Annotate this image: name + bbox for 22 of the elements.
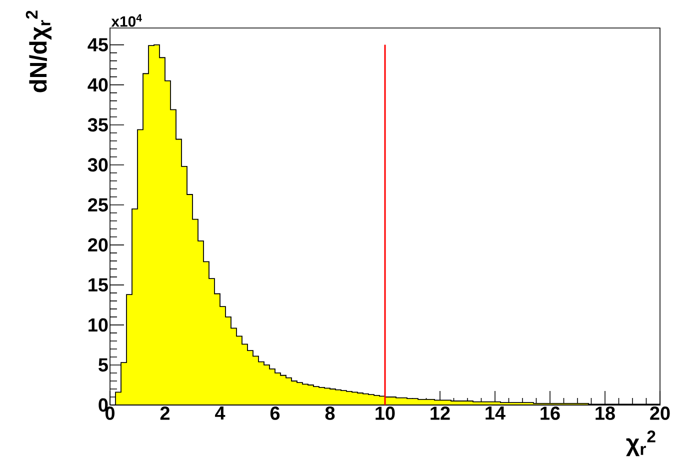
- x-tick-label: 14: [486, 406, 506, 420]
- x-tick-label: 20: [650, 406, 670, 420]
- y-tick-label: 30: [88, 158, 108, 172]
- x-tick-label: 10: [376, 406, 395, 420]
- y-tick-label: 45: [88, 38, 108, 52]
- text: x10$^{4}$: [111, 14, 142, 27]
- x-axis-title: χ$_{r}$2: [626, 430, 656, 456]
- y-tick-label: 35: [88, 118, 108, 132]
- y-tick-label: 20: [88, 238, 108, 252]
- x-tick-label: 2: [160, 406, 170, 420]
- y-tick-label: 15: [88, 278, 108, 292]
- y-tick-label: 5: [98, 358, 108, 372]
- y-tick-label: 25: [88, 198, 108, 212]
- x-tick-label: 4: [215, 406, 226, 420]
- y-tick-label: 10: [88, 318, 108, 332]
- y-tick-label: 40: [88, 78, 108, 92]
- x-tick-label: 18: [596, 406, 615, 420]
- x-tick-label: 16: [540, 406, 560, 420]
- x-tick-label: 6: [270, 406, 280, 420]
- x-tick-label: 12: [430, 406, 450, 420]
- y-axis-title: dN/dχ$_{r}$2: [26, 10, 52, 92]
- x-tick-label: 8: [325, 406, 335, 420]
